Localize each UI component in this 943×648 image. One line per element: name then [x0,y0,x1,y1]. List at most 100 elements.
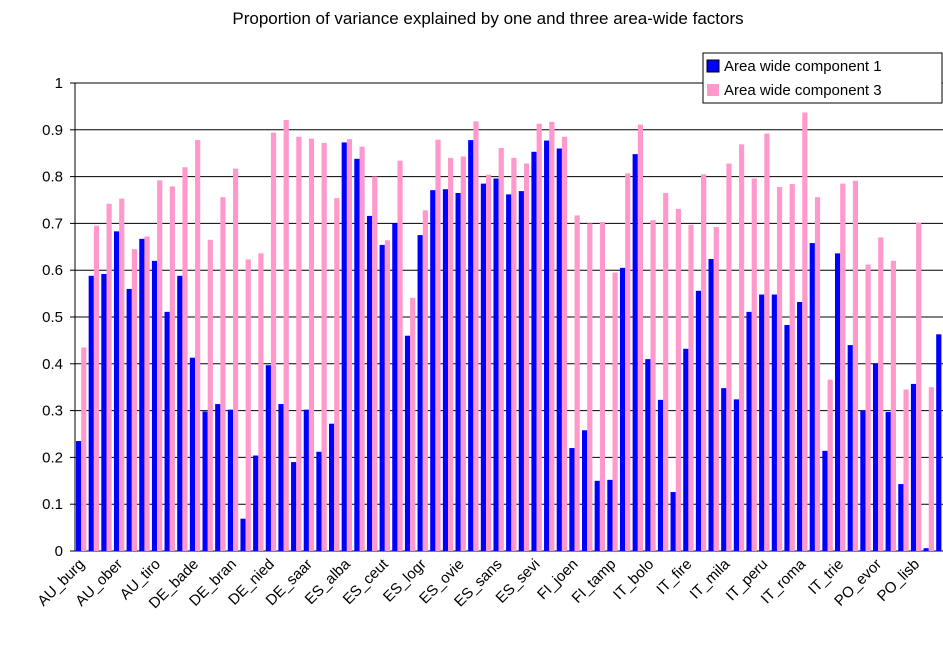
bar [544,140,550,551]
bar [207,239,213,551]
bar [607,479,613,551]
bar [233,168,239,552]
y-tick-label: 0.8 [42,169,63,186]
bar [480,183,486,551]
bar [726,163,732,551]
bar [448,157,454,551]
bar [771,294,777,551]
bar [164,311,170,551]
bar [430,190,436,551]
bar [258,253,264,552]
bar [227,409,233,551]
bar [417,235,423,551]
bar [549,121,555,552]
bar [759,294,765,551]
bar [632,154,638,552]
bar [379,244,385,552]
bar [410,297,416,551]
bar [556,148,562,551]
bar [835,253,841,552]
bar [341,142,347,551]
bar [468,140,474,551]
y-tick-label: 0.9 [42,122,63,139]
bar [303,409,309,551]
bar [126,288,132,551]
bar [688,224,694,551]
bar [316,451,322,551]
bar [739,144,745,552]
bar [177,275,183,551]
bar [802,112,808,551]
y-tick-label: 0.1 [42,496,63,513]
bar [329,423,335,551]
bar [157,180,163,551]
bar [81,347,87,551]
bar [88,275,94,551]
bar [253,455,259,551]
legend-box [702,52,943,104]
bar [809,243,815,551]
bar [860,410,866,551]
bar [518,191,524,551]
bar [582,430,588,551]
bar [139,238,145,551]
bar [101,273,107,551]
bar [645,359,651,551]
y-tick-label: 0.6 [42,262,63,279]
bar [561,136,568,551]
bar [625,173,631,551]
bar [460,156,466,551]
bar [923,548,929,551]
bar [713,227,719,552]
bar [797,302,803,551]
bar [852,180,859,551]
y-tick-label: 0.5 [42,309,63,326]
bar [878,237,884,551]
legend-label: Area wide component 1 [724,58,882,75]
bar [366,215,373,552]
bar [359,146,365,551]
legend-swatch [707,84,719,96]
bar [278,404,284,551]
bar [574,215,580,551]
y-tick-label: 0 [55,543,63,560]
bar [916,222,922,552]
bar [144,236,150,551]
bar [708,258,714,551]
bar [296,136,302,551]
legend-label: Area wide component 3 [724,82,882,99]
bar [695,290,702,551]
bar [215,404,221,551]
bar [506,194,512,551]
bar [473,121,479,551]
bar [599,221,606,551]
bar [334,198,340,552]
bar [587,223,593,551]
bar [131,249,137,551]
bar [910,383,917,551]
bar [637,124,643,551]
bar [195,140,201,551]
bar [746,311,752,551]
bar [827,379,833,551]
bar [721,388,727,551]
bar [847,345,853,551]
x-tick-label: PO_lisb [874,556,923,605]
bar [265,365,271,551]
bar [594,480,600,551]
y-tick-label: 1 [55,75,63,92]
bar [245,259,251,551]
bar [764,133,770,551]
bar [404,335,411,551]
bar [751,178,757,552]
bar [493,178,499,552]
bar [612,272,618,551]
bar [220,197,226,551]
bar [822,450,828,551]
bar [346,139,353,551]
bar [898,484,904,551]
bar [903,389,909,551]
bar [435,139,441,552]
bar [291,462,297,551]
